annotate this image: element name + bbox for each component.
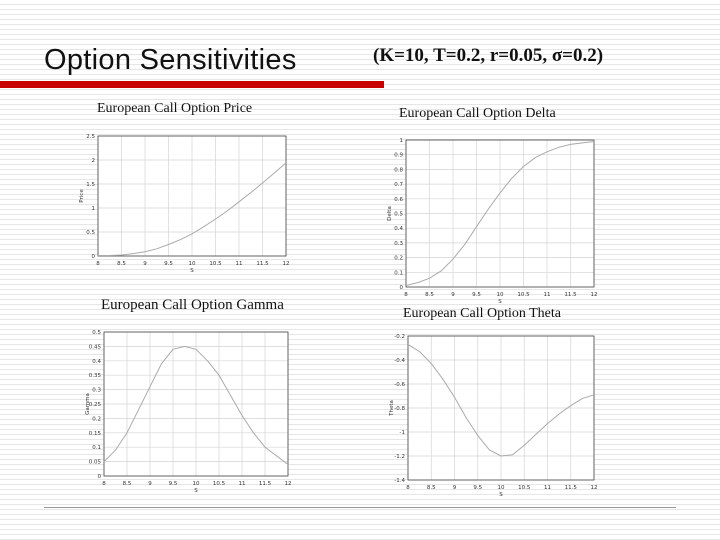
axes-frame bbox=[97, 135, 287, 257]
x-tick-label: 9 bbox=[148, 481, 152, 487]
y-axis-label: Theta bbox=[389, 400, 395, 417]
x-tick-label: 10.5 bbox=[517, 292, 530, 298]
x-tick-label: 8 bbox=[96, 261, 100, 267]
price-chart-title: European Call Option Price bbox=[97, 101, 253, 116]
x-tick-label: 8.5 bbox=[425, 292, 434, 298]
x-tick-label: 11.5 bbox=[565, 485, 578, 491]
y-tick-label: -1.2 bbox=[394, 454, 405, 460]
x-tick-label: 12 bbox=[283, 261, 290, 267]
x-tick-label: 12 bbox=[591, 485, 598, 491]
y-tick-label: 1 bbox=[92, 206, 96, 212]
y-tick-label: 2.5 bbox=[86, 134, 95, 140]
delta-chart: 8 8.5 9 9.5 10 10.5 11 11.5 12 0 0.1 0.2 0.3 0.4 0.5 0.… bbox=[387, 138, 598, 305]
y-tick-label: 0 bbox=[92, 254, 96, 260]
x-axis-label: S bbox=[190, 268, 194, 274]
x-tick-label: 8.5 bbox=[117, 261, 126, 267]
theta-chart-title: European Call Option Theta bbox=[403, 306, 561, 321]
x-tick-label: 10.5 bbox=[209, 261, 222, 267]
x-tick-label: 9.5 bbox=[472, 292, 481, 298]
title-accent-bar bbox=[0, 81, 384, 88]
x-tick-label: 8.5 bbox=[123, 481, 132, 487]
y-axis-label: Gamma bbox=[85, 393, 91, 415]
series-line bbox=[405, 141, 595, 286]
x-axis-label: S bbox=[194, 488, 198, 494]
x-tick-label: 10 bbox=[193, 481, 200, 487]
x-tick-label: 8 bbox=[102, 481, 106, 487]
series-line bbox=[407, 343, 595, 457]
y-tick-label: 0.25 bbox=[89, 402, 102, 408]
x-tick-label: 11 bbox=[544, 485, 551, 491]
x-tick-label: 10.5 bbox=[213, 481, 226, 487]
y-tick-label: -0.4 bbox=[394, 358, 405, 364]
y-tick-label: 1.5 bbox=[86, 182, 95, 188]
x-tick-label: 12 bbox=[285, 481, 292, 487]
x-tick-label: 9.5 bbox=[169, 481, 178, 487]
series-line bbox=[98, 162, 287, 256]
y-tick-label: 0.15 bbox=[89, 431, 102, 437]
x-tick-label: 12 bbox=[591, 292, 598, 298]
y-tick-label: 0.3 bbox=[92, 388, 101, 394]
x-tick-label: 11 bbox=[236, 261, 243, 267]
x-tick-label: 11.5 bbox=[256, 261, 269, 267]
y-tick-label: 0 bbox=[400, 285, 404, 291]
x-tick-label: 9 bbox=[451, 292, 455, 298]
x-axis-label: S bbox=[499, 492, 503, 498]
x-tick-label: 8 bbox=[404, 292, 408, 298]
axes-frame bbox=[407, 335, 595, 481]
axes-frame bbox=[103, 331, 289, 477]
x-tick-label: 8.5 bbox=[427, 485, 436, 491]
x-tick-label: 11 bbox=[239, 481, 246, 487]
footer-divider bbox=[44, 507, 676, 508]
y-tick-label: 0.8 bbox=[394, 167, 403, 173]
y-tick-label: 0.1 bbox=[394, 270, 403, 276]
gamma-chart-title: European Call Option Gamma bbox=[101, 297, 284, 313]
y-tick-label: 0.05 bbox=[89, 460, 102, 466]
y-tick-label: 0.4 bbox=[92, 359, 101, 365]
x-tick-label: 9 bbox=[143, 261, 147, 267]
x-tick-label: 11.5 bbox=[259, 481, 272, 487]
y-tick-label: -0.2 bbox=[394, 334, 405, 340]
x-tick-label: 8 bbox=[406, 485, 410, 491]
x-tick-label: 9.5 bbox=[473, 485, 482, 491]
y-tick-label: 1 bbox=[400, 138, 404, 144]
y-axis-label: Delta bbox=[387, 206, 393, 221]
y-tick-label: -1 bbox=[400, 430, 405, 436]
y-tick-label: 0.5 bbox=[92, 330, 101, 336]
x-axis-label: S bbox=[498, 299, 502, 305]
y-tick-label: 2 bbox=[92, 158, 96, 164]
x-tick-label: 10 bbox=[189, 261, 196, 267]
y-tick-label: 0.45 bbox=[89, 344, 102, 350]
y-tick-label: 0.4 bbox=[394, 226, 403, 232]
y-tick-label: 0.2 bbox=[394, 256, 403, 262]
x-tick-label: 9.5 bbox=[164, 261, 173, 267]
theta-chart: 8 8.5 9 9.5 10 10.5 11 11.5 12 -1.4 -1.2 -1 -0.8 -0.6… bbox=[389, 334, 598, 498]
y-tick-label: 0.2 bbox=[92, 416, 101, 422]
y-tick-label: 0.5 bbox=[86, 230, 95, 236]
gamma-chart: 8 8.5 9 9.5 10 10.5 11 11.5 12 0 0.05 0.1 0.15 0.2 0.2… bbox=[85, 330, 292, 494]
y-tick-label: -0.8 bbox=[394, 406, 405, 412]
x-tick-label: 10.5 bbox=[518, 485, 531, 491]
y-axis-label: Price bbox=[79, 189, 85, 203]
slide-parameters: (K=10, T=0.2, r=0.05, σ=0.2) bbox=[373, 45, 604, 66]
y-tick-label: 0 bbox=[98, 474, 102, 480]
delta-chart-title: European Call Option Delta bbox=[399, 106, 556, 121]
x-tick-label: 11 bbox=[544, 292, 551, 298]
axes-frame bbox=[405, 139, 595, 288]
y-tick-label: 0.6 bbox=[394, 197, 403, 203]
slide-title: Option Sensitivities bbox=[44, 44, 297, 76]
y-tick-label: 0.7 bbox=[394, 182, 403, 188]
x-tick-label: 9 bbox=[453, 485, 457, 491]
series-line bbox=[103, 345, 289, 465]
y-tick-label: 0.3 bbox=[394, 241, 403, 247]
y-tick-label: 0.5 bbox=[394, 212, 403, 218]
y-tick-label: -1.4 bbox=[394, 478, 405, 484]
y-tick-label: -0.6 bbox=[394, 382, 405, 388]
x-tick-label: 10 bbox=[497, 292, 504, 298]
y-tick-label: 0.1 bbox=[92, 445, 101, 451]
y-tick-label: 0.9 bbox=[394, 153, 403, 159]
x-tick-label: 11.5 bbox=[564, 292, 577, 298]
x-tick-label: 10 bbox=[498, 485, 505, 491]
y-tick-label: 0.35 bbox=[89, 373, 102, 379]
